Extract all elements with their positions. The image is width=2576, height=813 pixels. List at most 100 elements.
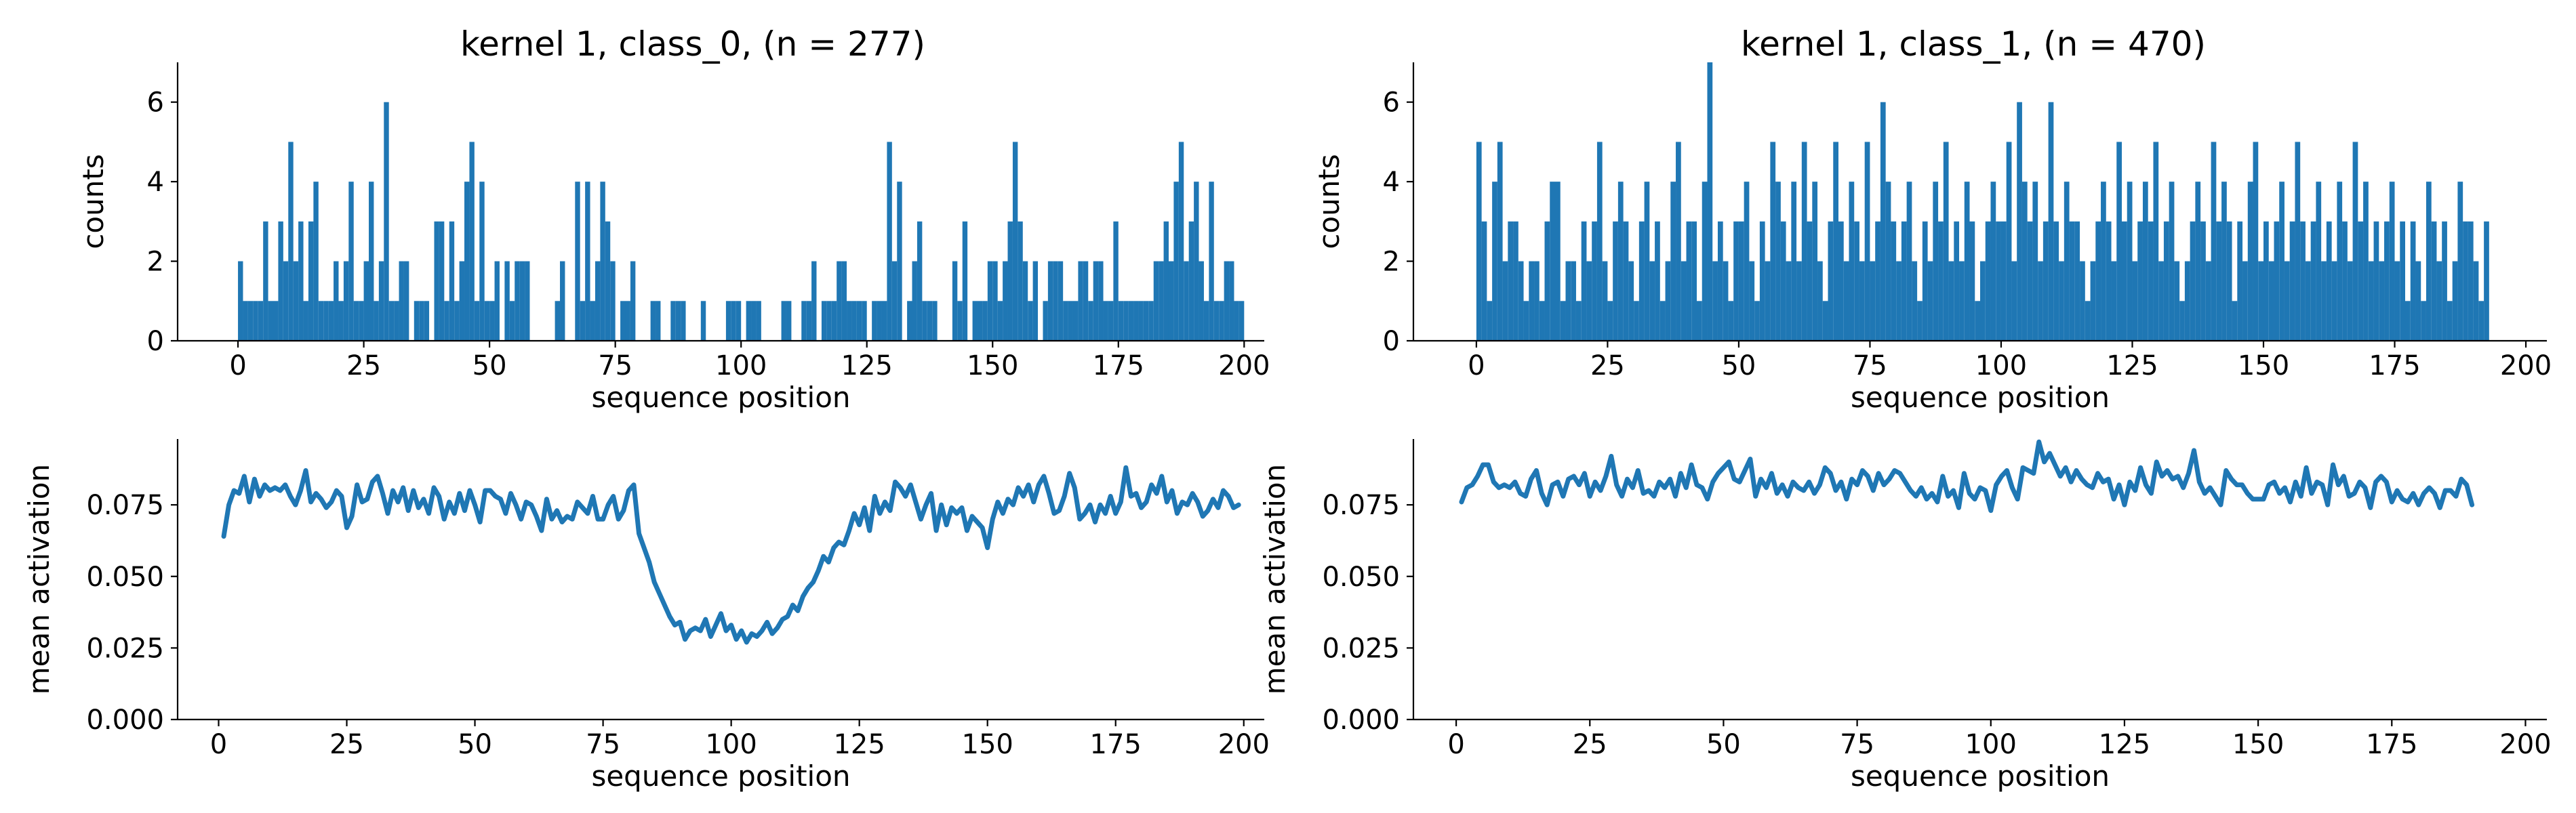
- histogram-bar: [469, 142, 475, 341]
- histogram-bar: [378, 261, 384, 341]
- histogram-bar: [303, 301, 308, 341]
- histogram-bar: [2394, 261, 2400, 341]
- histogram-bar: [847, 301, 852, 341]
- x-tick-label: 0: [229, 350, 246, 381]
- histogram-bar: [1168, 261, 1174, 341]
- histogram-bar: [1487, 301, 1493, 341]
- histogram-bar: [630, 261, 636, 341]
- histogram-bar: [1613, 221, 1618, 341]
- histogram-bar: [2205, 261, 2211, 341]
- histogram-bar: [2111, 261, 2117, 341]
- histogram-class-1: kernel 1, class_1, (n = 470) 0 25 50 75 100 1…: [1312, 24, 2552, 414]
- histogram-bar: [2247, 182, 2253, 341]
- histogram-bar: [1906, 182, 1912, 341]
- activation-line-class-1: 0 25 50 75 100 125 150 175 200 0.000 0.025 0.050 0.0…: [1258, 439, 2552, 793]
- histogram-bar: [1896, 261, 1901, 341]
- histogram-bar: [2195, 182, 2201, 341]
- histogram-bar: [1801, 142, 1807, 341]
- histogram-bar: [414, 301, 420, 341]
- histogram-bar: [1043, 301, 1048, 341]
- histogram-bar: [1791, 182, 1797, 341]
- histogram-bar: [464, 182, 470, 341]
- x-tick-label: 100: [1965, 729, 2017, 760]
- histogram-bar: [318, 301, 324, 341]
- x-tick-label: 200: [2500, 350, 2552, 381]
- histogram-bar: [2358, 221, 2364, 341]
- histogram-bar: [2258, 261, 2263, 341]
- histogram-bar: [2000, 221, 2007, 341]
- histogram-bar: [957, 301, 963, 341]
- histogram-bar: [2447, 301, 2453, 341]
- x-tick-label: 75: [1853, 350, 1887, 381]
- histogram-bar: [1607, 301, 1613, 341]
- x-tick-label: 175: [2369, 350, 2420, 381]
- histogram-bar: [1901, 221, 1907, 341]
- y-tick-label: 4: [147, 167, 164, 198]
- x-tick-label: 50: [1706, 729, 1741, 760]
- chart-title: kernel 1, class_1, (n = 470): [1741, 24, 2206, 64]
- histogram-bar: [2442, 221, 2447, 341]
- histogram-bar: [1508, 221, 1514, 341]
- histogram-bar: [881, 301, 887, 341]
- histogram-bar: [2342, 221, 2348, 341]
- histogram-bar: [1691, 221, 1697, 341]
- histogram-bar: [1712, 261, 1718, 341]
- histogram-bar: [1859, 261, 1865, 341]
- histogram-bar: [2326, 221, 2332, 341]
- histogram-bar: [2106, 221, 2112, 341]
- histogram-bar: [449, 221, 455, 341]
- histogram-bar: [1513, 221, 1518, 341]
- histogram-bar: [952, 261, 958, 341]
- histogram-bar: [2074, 221, 2080, 341]
- histogram-bar: [1754, 301, 1760, 341]
- histogram-bar: [922, 301, 927, 341]
- histogram-bar: [700, 301, 706, 341]
- x-tick-label: 200: [1218, 350, 1270, 381]
- histogram-bar: [2038, 261, 2043, 341]
- histogram-bar: [1148, 301, 1154, 341]
- histogram-bar: [2410, 221, 2416, 341]
- histogram-bar: [736, 301, 742, 341]
- x-tick-label: 150: [962, 729, 1013, 760]
- histogram-bar: [1927, 261, 1933, 341]
- histogram-bar: [1194, 182, 1199, 341]
- y-axis-label: mean activation: [22, 464, 56, 694]
- histogram-bar: [595, 261, 601, 341]
- histogram-bar: [1068, 301, 1073, 341]
- histogram-bar: [2064, 182, 2070, 341]
- histogram-bar: [1581, 221, 1587, 341]
- x-axis-label: sequence position: [591, 381, 850, 414]
- histogram-bar: [1623, 221, 1629, 341]
- chart-title: kernel 1, class_0, (n = 277): [460, 24, 925, 64]
- histogram-bar: [1028, 301, 1033, 341]
- x-tick-label: 175: [1090, 729, 1142, 760]
- histogram-bar: [1575, 301, 1582, 341]
- histogram-bar: [2242, 261, 2248, 341]
- histogram-bar: [1571, 261, 1576, 341]
- histogram-bar: [851, 301, 857, 341]
- histogram-bar: [831, 301, 837, 341]
- histogram-bar: [2373, 221, 2379, 341]
- histogram-bar: [2132, 261, 2138, 341]
- histogram-bar: [1199, 261, 1204, 341]
- histogram-bar: [1053, 261, 1058, 341]
- histogram-bar: [353, 301, 359, 341]
- histogram-bar: [1717, 221, 1723, 341]
- x-tick-label: 125: [833, 729, 885, 760]
- histogram-bar: [459, 261, 465, 341]
- histogram-bar: [2116, 142, 2122, 341]
- histogram-bar: [1032, 261, 1039, 341]
- histogram-bar: [1476, 142, 1482, 341]
- histogram-bar: [1649, 261, 1655, 341]
- histogram-bar: [2316, 182, 2322, 341]
- histogram-bar: [590, 301, 595, 341]
- histogram-bar: [1007, 221, 1013, 341]
- histogram-bar: [781, 301, 786, 341]
- histogram-bar: [2405, 301, 2411, 341]
- histogram-bar: [1634, 301, 1639, 341]
- histogram-bar: [1617, 182, 1624, 341]
- histogram-bar: [2468, 221, 2474, 341]
- histogram-bar: [2415, 261, 2421, 341]
- histogram-bar: [509, 301, 515, 341]
